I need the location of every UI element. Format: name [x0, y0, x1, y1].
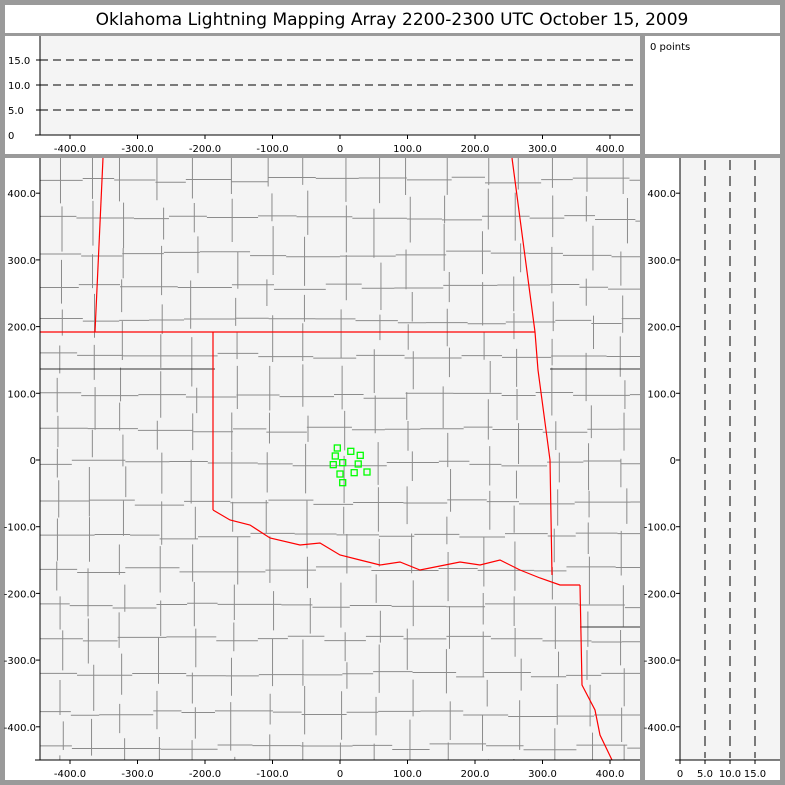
source-marker: [339, 479, 347, 487]
county-line: [481, 158, 491, 760]
source-marker: [333, 444, 341, 452]
x-tick-label: 200.0: [461, 144, 490, 155]
figure-title: Oklahoma Lightning Mapping Array 2200-23…: [96, 10, 689, 30]
county-line: [40, 671, 640, 678]
source-markers: [329, 444, 371, 487]
x-tick-label: -200.0: [189, 769, 221, 780]
county-line: [190, 158, 199, 760]
points-count: 0 points: [650, 42, 690, 53]
y-tick-label: 0: [8, 131, 14, 142]
y-tick-label: 5.0: [8, 106, 24, 117]
y-tick-label: 100.0: [647, 389, 676, 400]
county-line: [442, 158, 452, 760]
y-tick-label: 400.0: [7, 189, 36, 200]
county-line: [585, 158, 595, 760]
county-line: [87, 158, 96, 756]
x-tick-label: -100.0: [256, 769, 288, 780]
county-line: [265, 158, 275, 760]
county-line: [40, 635, 640, 643]
x-tick-label: -300.0: [121, 144, 153, 155]
state-border: [212, 509, 580, 586]
y-tick-label: -200.0: [4, 589, 36, 600]
y-tick-label: -400.0: [644, 723, 676, 734]
x-tick-label: -100.0: [256, 144, 288, 155]
county-line: [118, 158, 127, 760]
county-line: [156, 158, 165, 760]
y-tick-label: -300.0: [644, 656, 676, 667]
x-tick-label: 0: [337, 144, 343, 155]
x-tick-label: 0: [337, 769, 343, 780]
x-tick-label: 200.0: [461, 769, 490, 780]
county-line: [40, 566, 640, 574]
y-tick-label: 0: [30, 456, 36, 467]
y-tick-label: 300.0: [7, 256, 36, 267]
map-plot-area[interactable]: [40, 158, 640, 760]
county-line: [513, 158, 522, 760]
state-borders: [40, 157, 613, 761]
points-panel: [645, 36, 780, 154]
axes: -400.0 -300.0 -200.0 -100.0 0 100.0 200.0 300.0…: [4, 36, 780, 780]
x-tick-label: 400.0: [596, 144, 625, 155]
x-tick-label: 5.0: [697, 769, 713, 780]
y-tick-label: 15.0: [8, 56, 30, 67]
source-marker: [354, 460, 362, 468]
county-line: [40, 391, 640, 399]
county-line: [373, 158, 382, 760]
x-tick-label: 0: [677, 769, 683, 780]
y-tick-label: 400.0: [647, 189, 676, 200]
source-marker: [336, 470, 344, 478]
source-marker: [331, 452, 339, 460]
y-tick-label: 300.0: [647, 256, 676, 267]
x-tick-label: -400.0: [54, 144, 86, 155]
state-border: [94, 157, 104, 333]
county-line: [40, 176, 640, 184]
x-tick-label: 300.0: [528, 144, 557, 155]
x-tick-label: 10.0: [719, 769, 741, 780]
x-tick-label: -200.0: [189, 144, 221, 155]
title-box: [5, 5, 780, 33]
county-line: [40, 352, 640, 359]
county-line: [40, 283, 640, 290]
x-tick-label: 400.0: [596, 769, 625, 780]
y-tick-label: 0: [670, 456, 676, 467]
x-tick-label: 100.0: [393, 144, 422, 155]
state-border: [511, 157, 553, 576]
y-tick-label: 100.0: [7, 389, 36, 400]
y-tick-label: -100.0: [644, 523, 676, 534]
county-line: [551, 158, 560, 760]
county-line: [40, 250, 640, 258]
county-line: [302, 158, 311, 760]
y-tick-label: 200.0: [7, 323, 36, 334]
x-tick-label: -400.0: [54, 769, 86, 780]
y-tick-label: 200.0: [647, 323, 676, 334]
state-line-thin: [40, 368, 640, 628]
y-tick-label: -100.0: [4, 523, 36, 534]
source-marker: [356, 451, 364, 459]
y-tick-label: -400.0: [4, 723, 36, 734]
county-line: [40, 710, 640, 717]
county-line: [40, 532, 640, 540]
x-tick-label: 15.0: [744, 769, 766, 780]
state-border: [579, 584, 613, 761]
county-line: [40, 743, 640, 751]
source-marker: [339, 459, 347, 467]
y-tick-label: 10.0: [8, 81, 30, 92]
county-line: [40, 215, 640, 222]
source-marker: [363, 468, 371, 476]
source-marker: [347, 447, 355, 455]
county-line: [40, 602, 640, 609]
y-tick-label: -200.0: [644, 589, 676, 600]
source-marker: [350, 469, 358, 477]
county-line: [405, 158, 414, 760]
county-line: [230, 158, 239, 760]
y-tick-label: -300.0: [4, 656, 36, 667]
county-borders: [40, 158, 640, 760]
county-line: [619, 158, 628, 760]
x-tick-label: 300.0: [528, 769, 557, 780]
x-tick-label: -300.0: [121, 769, 153, 780]
x-tick-label: 100.0: [393, 769, 422, 780]
county-line: [56, 158, 64, 760]
source-marker: [329, 461, 337, 469]
